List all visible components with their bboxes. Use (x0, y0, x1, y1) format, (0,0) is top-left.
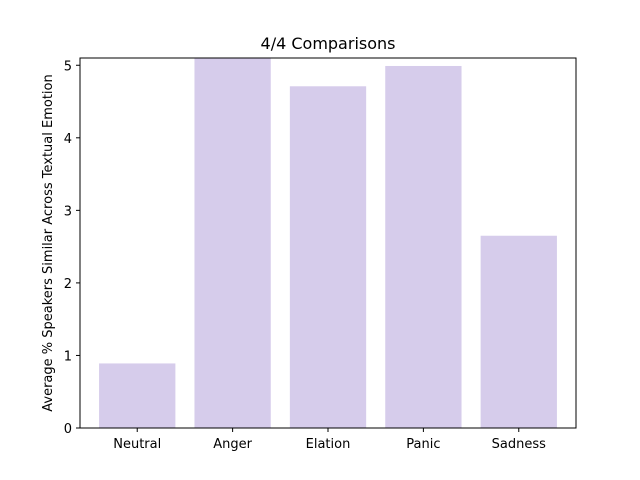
chart-title: 4/4 Comparisons (261, 34, 396, 53)
y-tick-label: 0 (64, 422, 72, 437)
x-tick-label-neutral: Neutral (113, 437, 161, 452)
x-axis-ticks: Neutral Anger Elation Panic Sadness (113, 428, 546, 452)
y-tick-label: 2 (64, 277, 72, 292)
y-axis-ticks: 0 1 2 3 4 5 (64, 59, 80, 437)
y-axis-label: Average % Speakers Similar Across Textua… (41, 74, 56, 411)
y-tick-label: 5 (64, 59, 72, 74)
bar-elation (289, 86, 367, 428)
y-tick-label: 3 (64, 204, 72, 219)
y-tick-label: 1 (64, 349, 72, 364)
y-tick-label: 4 (64, 132, 72, 147)
x-tick-label-elation: Elation (306, 437, 351, 452)
x-tick-label-sadness: Sadness (492, 437, 546, 452)
x-tick-label-anger: Anger (213, 437, 252, 452)
bar-neutral (99, 363, 176, 428)
bar-panic (385, 65, 462, 428)
x-tick-label-panic: Panic (406, 437, 440, 452)
bar-sadness (480, 235, 557, 428)
bar-anger (194, 58, 271, 428)
bars-group (99, 58, 557, 428)
